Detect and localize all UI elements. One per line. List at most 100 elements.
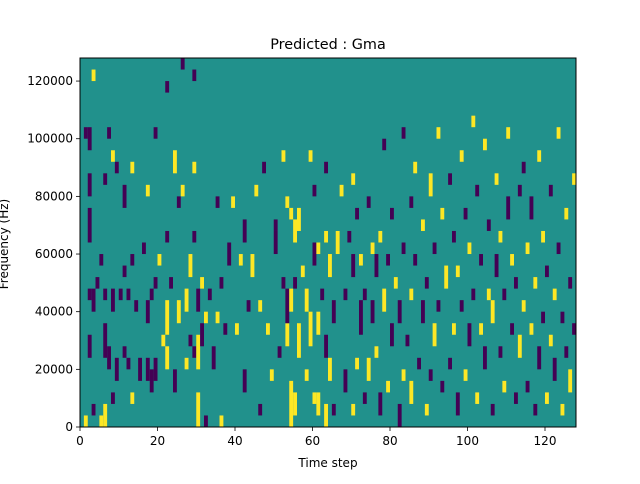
heatmap-cell [83,127,88,139]
heatmap-cell [145,184,150,197]
heatmap-cell [173,369,177,393]
heatmap-cell [83,415,88,427]
heatmap-cell [498,346,503,358]
heatmap-cell [258,300,263,312]
heatmap-cell [370,242,375,255]
heatmap-cell [300,265,305,278]
heatmap-cell [103,288,108,301]
heatmap-cell [409,380,414,404]
heatmap-cell [103,173,108,185]
heatmap-cell [99,415,104,427]
heatmap-cell [479,254,483,266]
heatmap-cell [308,150,313,162]
heatmap-cell [564,207,569,220]
heatmap-cell [173,150,177,174]
heatmap-cell [192,161,197,174]
heatmap-cell [401,242,406,255]
heatmap-cell [510,323,514,335]
heatmap-cell [153,277,158,289]
heatmap-cell [459,300,464,312]
heatmap-cell [126,357,131,370]
heatmap-cell [250,254,255,278]
heatmap-cell [176,196,181,208]
y-tick-label: 60000 [35,247,73,261]
heatmap-cell [99,254,104,266]
heatmap-cell [242,219,247,243]
x-tick-label: 20 [150,434,165,448]
y-tick-label: 20000 [35,362,73,376]
heatmap-cell [362,288,367,301]
heatmap-cell [87,127,92,151]
heatmap-cell [118,288,123,301]
heatmap-cell [370,300,375,324]
heatmap-cell [293,219,297,243]
heatmap-cell [455,265,460,278]
heatmap-cell [560,311,565,324]
x-tick-label: 120 [534,434,557,448]
heatmap-cell [312,242,317,266]
heatmap-cell [498,230,503,243]
heatmap-cell [107,346,111,370]
heatmap-cell [331,403,336,416]
heatmap-cell [529,196,534,220]
heatmap-cell [134,300,139,312]
heatmap-cell [165,81,170,93]
heatmap-cell [87,173,92,197]
heatmap-cell [188,254,193,278]
heatmap-cell [366,196,371,208]
heatmap-cell [196,334,201,370]
heatmap-cell [293,277,297,289]
heatmap-cell [273,230,278,255]
heatmap-cell [343,288,348,301]
heatmap-cell [541,230,545,243]
heatmap-cell [556,127,561,139]
heatmap-cell [176,300,181,324]
heatmap-cell [568,277,573,289]
y-tick-label: 40000 [35,305,73,319]
heatmap-cell [537,150,542,162]
heatmap-cell [192,69,197,82]
heatmap-cell [479,323,483,335]
heatmap-cell [514,392,518,404]
heatmap-cell [335,230,340,255]
heatmap-cell [572,173,576,185]
heatmap-cell [91,403,96,416]
y-tick-label: 80000 [35,189,73,203]
heatmap-cell [355,207,359,220]
heatmap-cell [285,196,290,208]
heatmap-cell [297,323,301,358]
heatmap-cell [297,207,301,231]
heatmap-cell [266,323,270,335]
heatmap-cell [568,369,573,393]
heatmap-cell [324,403,328,427]
heatmap-cell [514,277,518,289]
heatmap-cell [312,392,317,404]
heatmap-cell [413,254,418,266]
heatmap-cell [448,357,452,370]
heatmap-cell [308,311,313,347]
heatmap-cell [339,184,344,197]
x-tick-label: 100 [456,434,479,448]
heatmap-cell [161,334,166,347]
heatmap-cell [238,254,243,266]
heatmap-cell [103,323,108,358]
heatmap-cell [545,265,549,278]
heatmap-cell [145,300,150,324]
heatmap-cell [196,288,201,312]
heatmap-cell [374,346,379,358]
heatmap-cell [242,369,247,393]
heatmap-cell [390,323,394,347]
heatmap-cell [490,403,495,416]
heatmap-cell [486,219,491,231]
heatmap-cell [235,323,239,335]
heatmap-cell [269,369,274,381]
heatmap-cell [145,357,150,381]
heatmap-cell [444,265,449,289]
heatmap-cell [374,254,379,278]
heatmap-cell [355,357,359,370]
heatmap-cell [382,138,387,151]
heatmap-cell [572,323,576,335]
heatmap-cell [556,242,561,255]
heatmap-cell [130,161,135,174]
heatmap-cell [107,127,111,139]
